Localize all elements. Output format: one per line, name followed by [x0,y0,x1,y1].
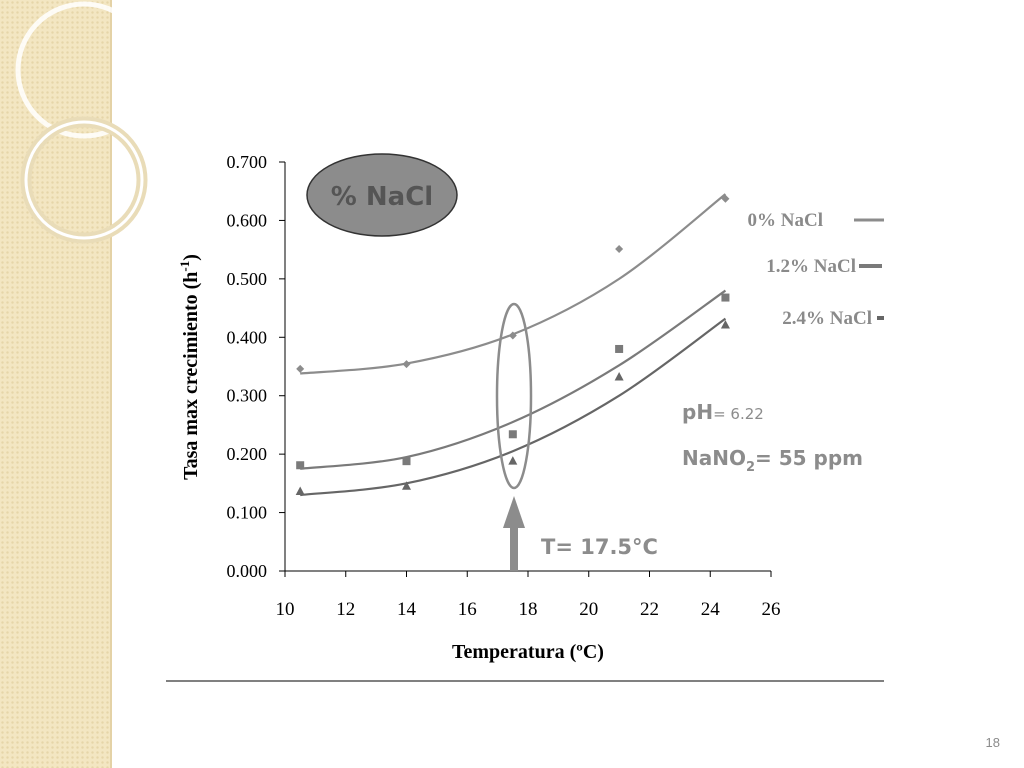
marker-triangle [295,486,305,496]
marker-square [402,457,411,466]
marker-diamond [508,331,517,340]
nitrite-value: = 55 ppm [755,446,863,470]
y-axis-ticks: 0.000 0.100 0.200 0.300 0.400 0.500 0.600 0.700 [227,152,285,581]
y-axis-label-main: Tasa max crecimiento (h [180,272,202,480]
nacl-badge-label: % NaCl [331,182,433,212]
x-tick-label: 18 [519,599,538,620]
y-tick-label: 0.000 [227,561,268,581]
marker-square [296,461,305,470]
marker-square [508,430,517,439]
fit-curve-series-2 [300,317,727,497]
temperature-arrow [503,496,525,571]
x-axis-ticks: 10 12 14 16 18 20 22 24 26 [276,571,781,620]
page-number: 18 [985,735,1000,750]
decorative-rings [15,1,153,244]
marker-triangle [720,320,730,329]
marker-square [615,344,624,353]
marker-triangle [508,456,518,465]
ring-large [15,1,153,139]
fit-curve-series-1 [300,289,727,470]
y-tick-label: 0.700 [227,152,268,172]
legend: 0% NaCl 1.2% NaCl 2.4% NaCl [748,210,884,329]
nitrite-label: NaNO [682,446,746,470]
y-tick-label: 0.500 [227,269,268,289]
y-tick-label: 0.400 [227,327,268,347]
x-tick-label: 26 [762,599,781,620]
arrow-head [503,496,525,528]
nacl-badge-ellipse [306,153,458,237]
ring-medium [24,120,144,240]
sidebar-edge [110,0,112,768]
ph-value: = 6.22 [713,405,764,423]
x-tick-label: 10 [276,599,295,620]
y-tick-label: 0.300 [227,386,268,406]
marker-triangle [614,372,624,381]
data-markers [295,194,730,496]
highlight-ellipse [495,302,533,490]
x-tick-label: 22 [640,599,659,620]
marker-diamond [402,360,411,369]
nitrite-subscript: 2 [746,460,755,475]
x-tick-label: 14 [397,599,417,620]
marker-diamond [721,194,730,203]
x-axis-label: Temperatura (ºC) [452,641,604,663]
marker-diamond [615,245,624,254]
y-axis-label-end: ) [180,254,202,261]
marker-triangle [402,481,411,490]
marker-diamond [296,364,305,373]
y-tick-label: 0.200 [227,444,268,464]
legend-label-series-0: 0% NaCl [748,210,823,231]
temperature-label: T= 17.5°C [541,535,658,559]
x-tick-label: 20 [579,599,598,620]
fit-curves [300,193,727,497]
nitrite-annotation: NaNO2= 55 ppm [682,446,863,475]
x-tick-label: 12 [336,599,355,620]
legend-label-series-1: 1.2% NaCl [766,256,856,277]
arrow-shaft [510,527,518,571]
nacl-badge: % NaCl [306,153,458,237]
marker-square [721,293,730,302]
x-tick-label: 16 [458,599,477,620]
legend-label-series-2: 2.4% NaCl [782,308,872,329]
y-tick-label: 0.100 [227,503,268,523]
y-axis-label: Tasa max crecimiento (h-1) [177,254,202,480]
x-tick-label: 24 [701,599,721,620]
ph-label: pH [682,400,713,424]
y-tick-label: 0.600 [227,210,268,230]
y-axis-label-sup: -1 [177,261,192,272]
ph-annotation: pH= 6.22 [682,400,764,424]
